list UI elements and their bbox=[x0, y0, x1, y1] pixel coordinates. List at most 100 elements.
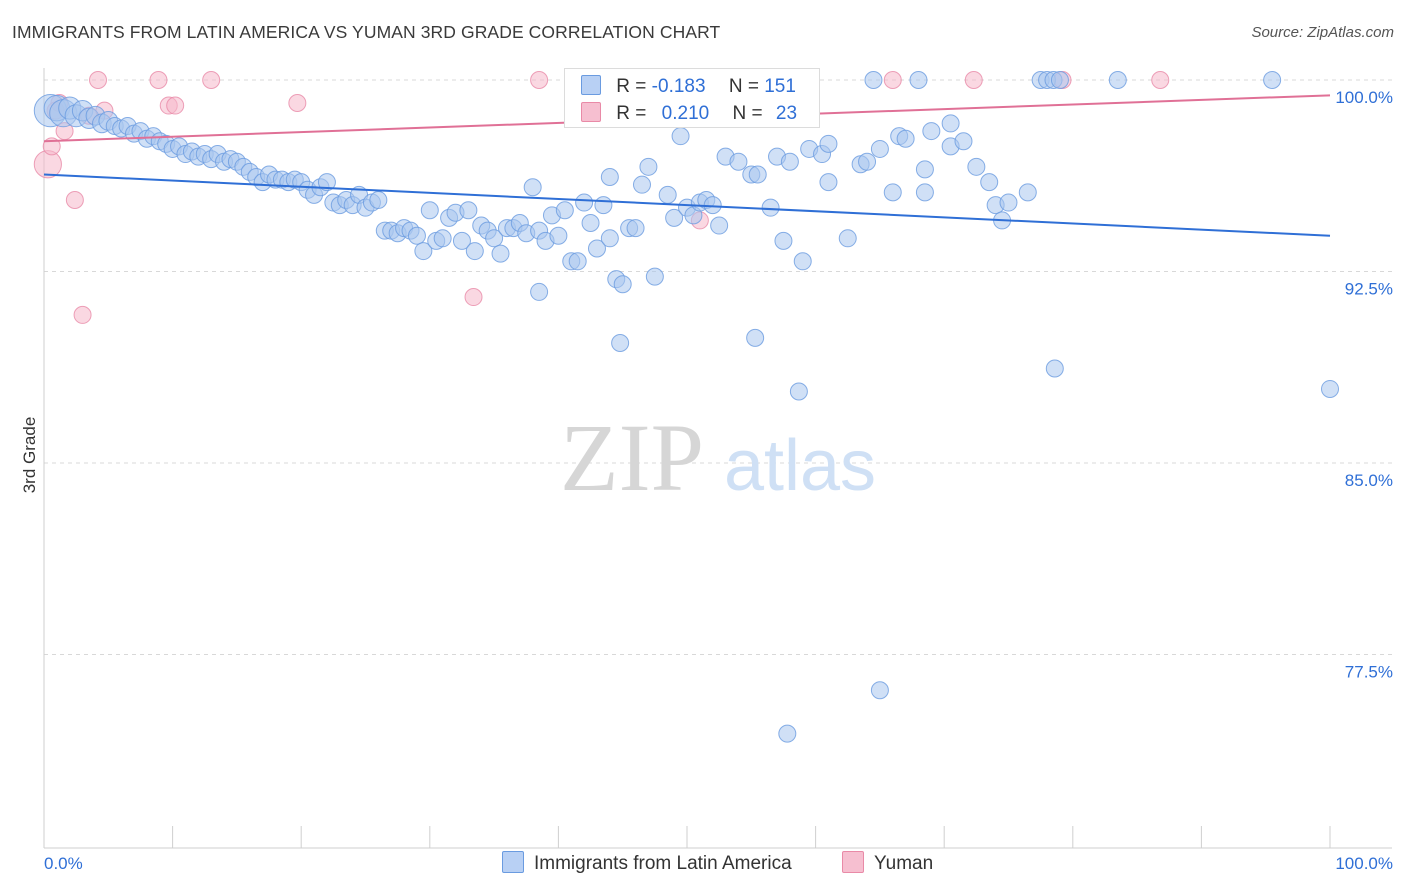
latin-america-point bbox=[1263, 71, 1282, 89]
latin-america-point bbox=[896, 129, 915, 148]
latin-america-point bbox=[819, 134, 838, 153]
latin-america-point bbox=[568, 252, 587, 271]
latin-america-point bbox=[915, 183, 934, 202]
yuman-point bbox=[530, 71, 549, 89]
yuman-point bbox=[964, 71, 983, 89]
latin-america-point bbox=[954, 132, 973, 151]
legend-item-yuman: Yuman bbox=[842, 851, 933, 875]
latin-america-point bbox=[999, 193, 1018, 212]
legend-row-yuman: R = 0.210 N = 23 bbox=[581, 102, 797, 126]
y-tick-label: 85.0% bbox=[1345, 471, 1393, 490]
chart-title: IMMIGRANTS FROM LATIN AMERICA VS YUMAN 3… bbox=[12, 22, 721, 42]
latin-america-point bbox=[639, 157, 658, 176]
latin-america-point bbox=[613, 275, 632, 294]
latin-america-point bbox=[746, 328, 765, 347]
legend-label: Yuman bbox=[874, 853, 934, 874]
latin-america-point bbox=[980, 173, 999, 192]
latin-america-point bbox=[407, 226, 426, 245]
latin-america-point bbox=[748, 165, 767, 184]
y-axis-label: 3rd Grade bbox=[20, 416, 39, 494]
latin-america-point bbox=[549, 226, 568, 245]
latin-america-point bbox=[452, 231, 471, 250]
latin-america-point bbox=[414, 242, 433, 261]
legend-swatch-pink bbox=[842, 851, 864, 873]
latin-america-point bbox=[671, 127, 690, 146]
latin-america-point bbox=[967, 157, 986, 176]
latin-america-point bbox=[626, 219, 645, 238]
r-label: R = bbox=[616, 76, 647, 97]
latin-america-point bbox=[581, 213, 600, 232]
yuman-point bbox=[166, 96, 185, 115]
y-tick-label: 77.5% bbox=[1345, 663, 1393, 682]
yuman-point bbox=[202, 71, 221, 89]
n-label: N = bbox=[728, 76, 759, 97]
yuman-point bbox=[288, 93, 307, 112]
latin-america-point bbox=[523, 178, 542, 197]
latin-america-point bbox=[658, 185, 677, 204]
correlation-legend: R = -0.183 N = 151 R = 0.210 N = 23 bbox=[564, 68, 820, 128]
latin-america-point bbox=[922, 122, 941, 141]
latin-america-point bbox=[575, 193, 594, 212]
latin-america-point bbox=[433, 229, 452, 248]
latin-america-point bbox=[729, 152, 748, 171]
latin-america-point bbox=[793, 252, 812, 271]
latin-america-point bbox=[909, 71, 928, 89]
y-tick-label: 100.0% bbox=[1335, 88, 1393, 107]
watermark-atlas: atlas bbox=[724, 426, 876, 506]
latin-america-point bbox=[645, 267, 664, 286]
yuman-point bbox=[65, 191, 84, 210]
latin-america-point bbox=[1045, 359, 1064, 378]
latin-america-point bbox=[819, 173, 838, 192]
latin-america-point bbox=[941, 114, 960, 133]
r-label: R = bbox=[616, 103, 647, 124]
latin-america-point bbox=[858, 152, 877, 171]
latin-america-point bbox=[587, 239, 606, 258]
latin-america-point bbox=[491, 244, 510, 263]
latin-america-point bbox=[883, 183, 902, 202]
legend-item-latin-america: Immigrants from Latin America bbox=[502, 851, 792, 875]
latin-america-point bbox=[710, 216, 729, 235]
latin-america-point bbox=[789, 382, 808, 401]
latin-america-point bbox=[1018, 183, 1037, 202]
latin-america-point bbox=[600, 229, 619, 248]
latin-america-point bbox=[915, 160, 934, 179]
legend-row-latin-america: R = -0.183 N = 151 bbox=[581, 75, 796, 99]
watermark: ZIP atlas bbox=[560, 404, 876, 511]
latin-america-point bbox=[665, 208, 684, 227]
yuman-point bbox=[89, 71, 108, 89]
latin-america-point bbox=[870, 139, 889, 158]
latin-america-point bbox=[864, 71, 883, 89]
latin-america-point bbox=[1050, 71, 1069, 89]
latin-america-point bbox=[600, 168, 619, 187]
latin-america-point bbox=[778, 724, 797, 743]
yuman-point bbox=[149, 71, 168, 89]
x-tick-label: 100.0% bbox=[1335, 854, 1393, 873]
legend-label: Immigrants from Latin America bbox=[534, 853, 792, 874]
yuman-point bbox=[73, 305, 92, 324]
yuman-point bbox=[464, 288, 483, 307]
latin-america-point bbox=[555, 201, 574, 220]
latin-america-point bbox=[369, 191, 388, 210]
latin-america-points bbox=[33, 71, 1339, 743]
legend-swatch-blue bbox=[581, 75, 601, 95]
latin-america-point bbox=[1321, 379, 1339, 398]
latin-america-point bbox=[761, 198, 780, 217]
n-value: 151 bbox=[764, 76, 796, 97]
latin-america-point bbox=[485, 229, 504, 248]
latin-america-point bbox=[632, 175, 651, 194]
n-label: N = bbox=[732, 103, 763, 124]
yuman-point bbox=[1151, 71, 1170, 89]
latin-america-point bbox=[780, 152, 799, 171]
latin-america-point bbox=[611, 333, 630, 352]
watermark-zip: ZIP bbox=[560, 404, 704, 511]
r-value: -0.183 bbox=[651, 76, 706, 97]
axis-layer bbox=[43, 68, 1392, 849]
r-value: 0.210 bbox=[661, 103, 710, 124]
latin-america-point bbox=[594, 196, 613, 215]
legend-swatch-blue bbox=[502, 851, 524, 873]
trend-line-latin-america bbox=[43, 173, 1331, 237]
latin-america-point bbox=[838, 229, 857, 248]
latin-america-point bbox=[459, 201, 478, 220]
latin-america-point bbox=[465, 242, 484, 261]
